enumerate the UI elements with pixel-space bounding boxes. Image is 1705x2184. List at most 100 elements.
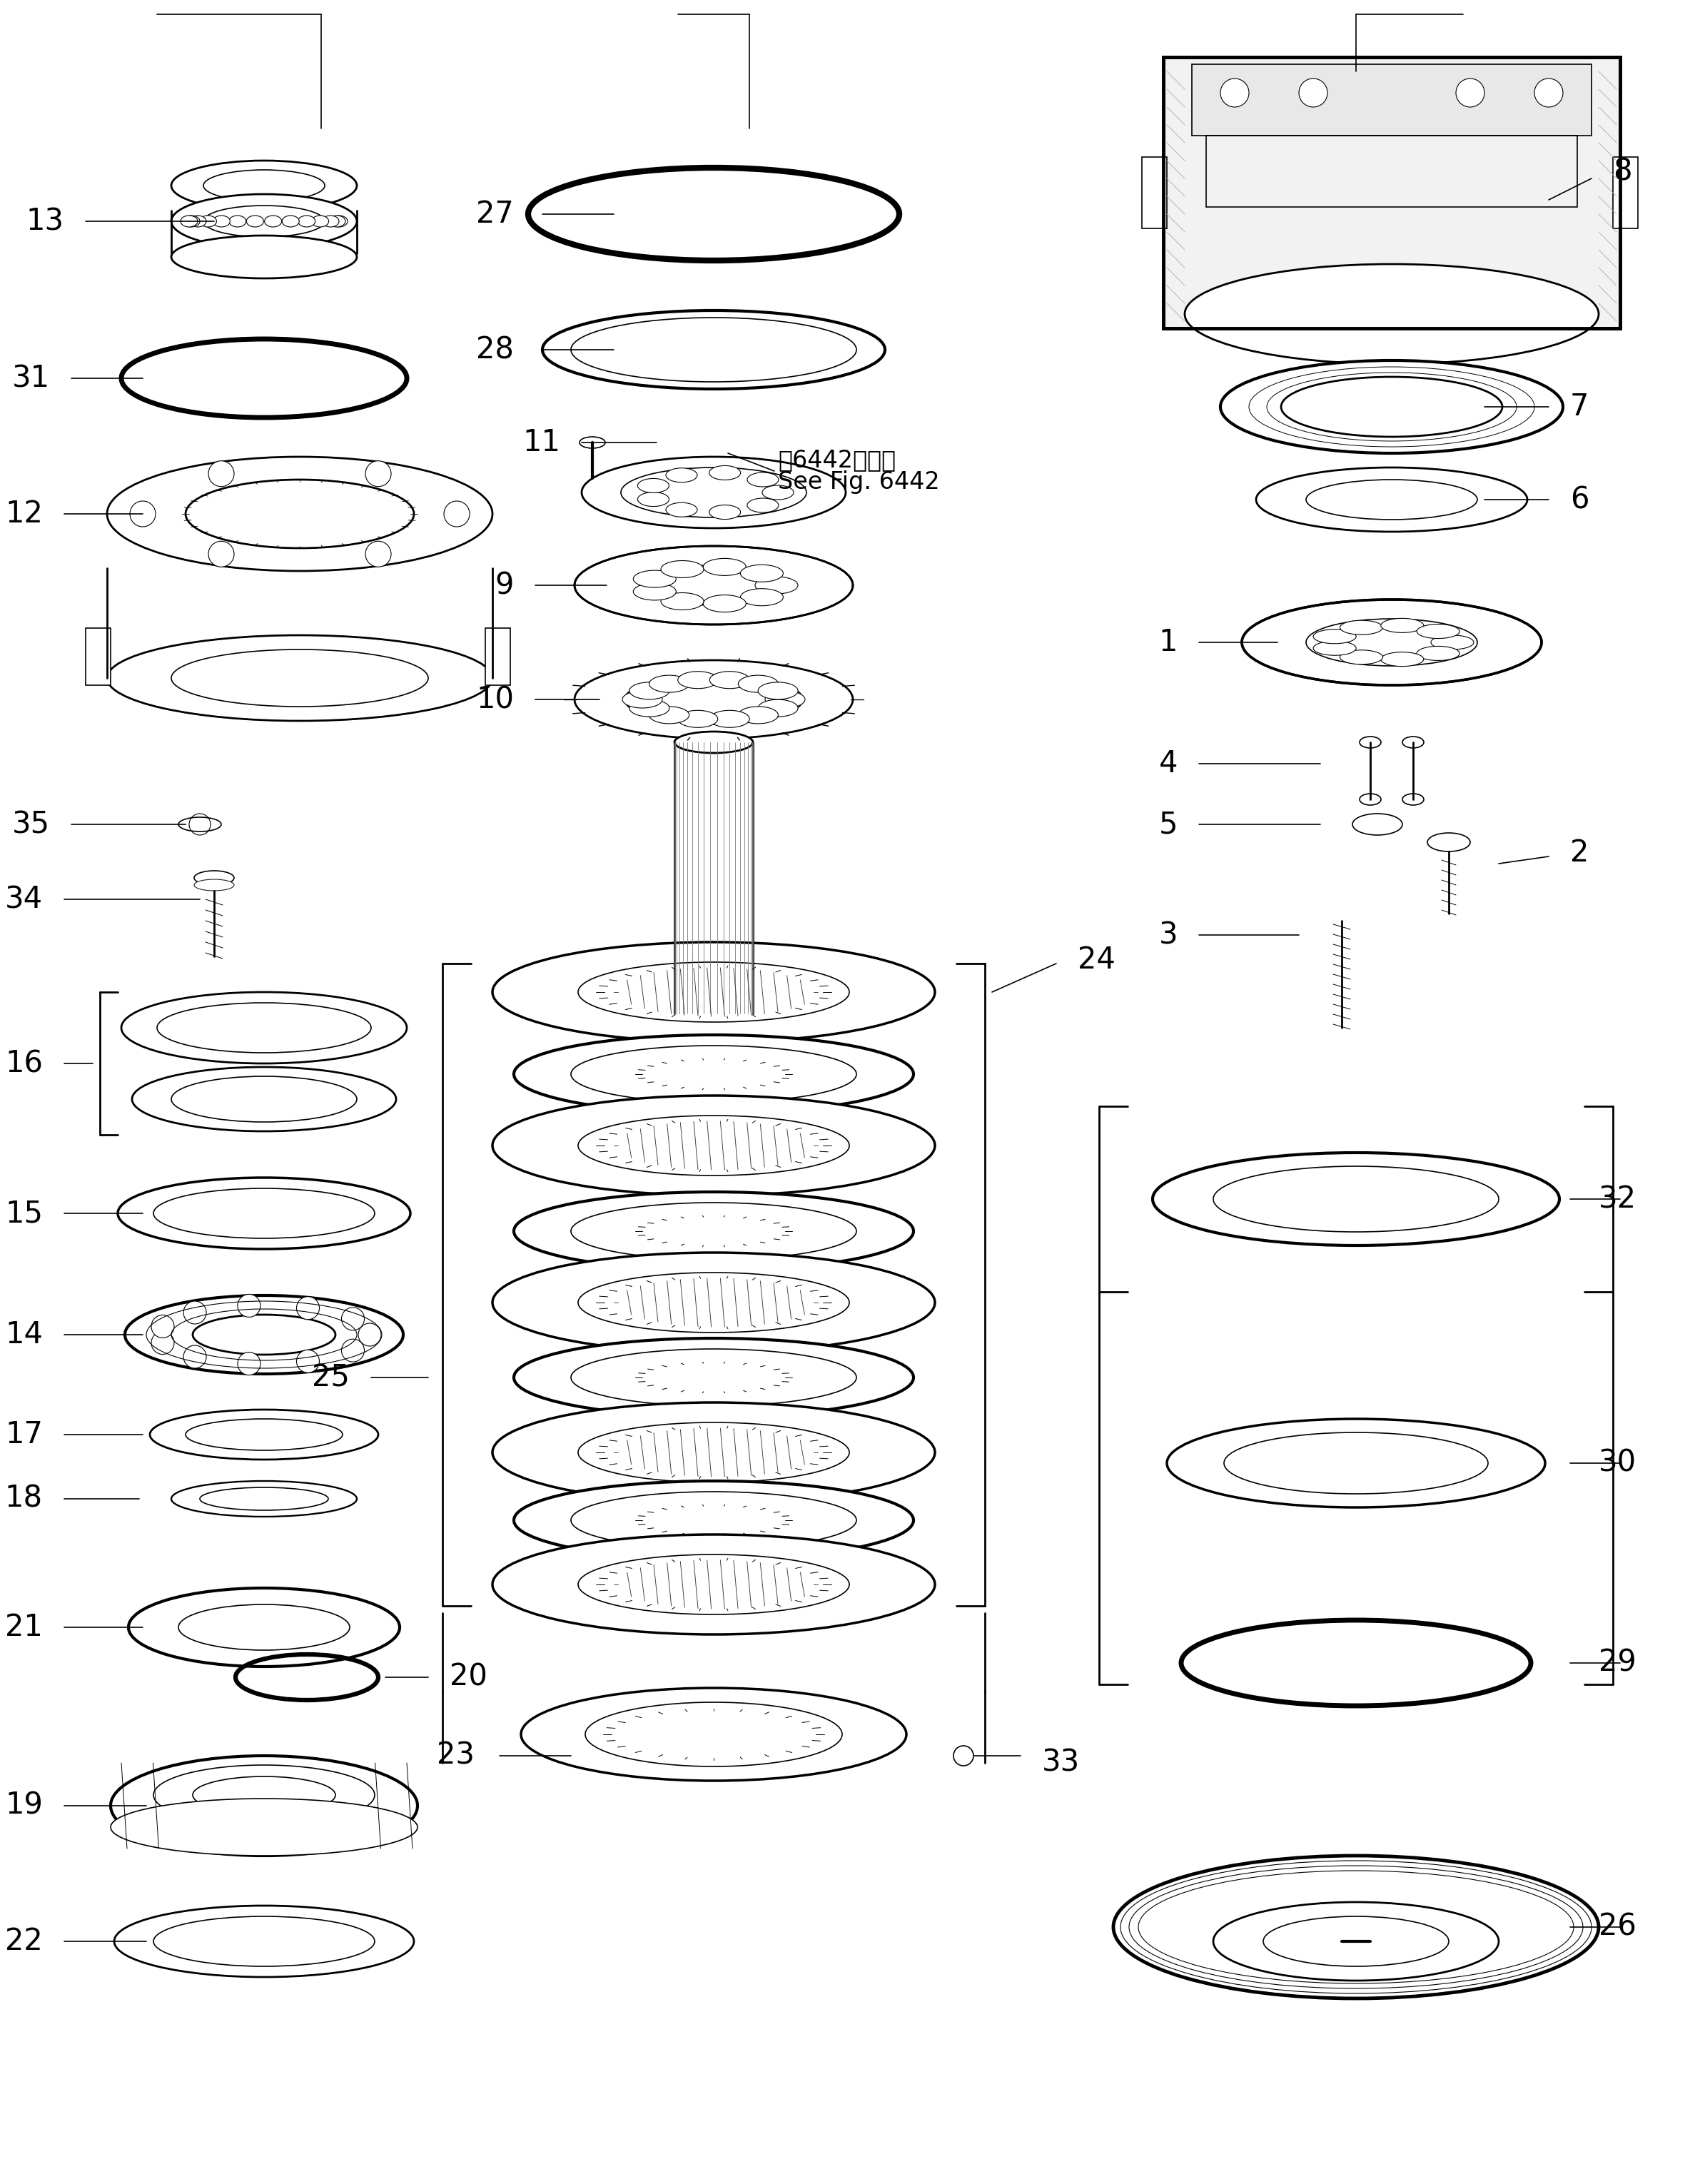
Ellipse shape [1313,642,1355,655]
Text: 4: 4 [1159,749,1178,780]
Ellipse shape [1340,620,1383,636]
Ellipse shape [493,1254,934,1352]
Ellipse shape [1417,646,1459,660]
Ellipse shape [297,1297,319,1319]
Ellipse shape [1359,793,1381,806]
Ellipse shape [1257,467,1528,531]
Ellipse shape [759,681,798,699]
Text: 35: 35 [12,810,49,839]
Ellipse shape [702,559,747,577]
Bar [1192,63,1591,135]
Ellipse shape [581,456,846,529]
Ellipse shape [1214,1902,1499,1981]
Ellipse shape [208,461,234,487]
Ellipse shape [1221,360,1563,454]
Ellipse shape [1340,651,1383,664]
Ellipse shape [130,500,155,526]
Ellipse shape [522,1688,907,1780]
Ellipse shape [1263,1915,1449,1966]
Ellipse shape [114,1907,414,1977]
Ellipse shape [182,216,199,227]
Ellipse shape [1427,832,1470,852]
Ellipse shape [575,546,853,625]
Ellipse shape [542,310,885,389]
Ellipse shape [341,1308,365,1330]
Text: 5: 5 [1159,810,1178,839]
Ellipse shape [1417,625,1459,638]
Ellipse shape [679,670,718,688]
Ellipse shape [194,871,234,885]
Ellipse shape [629,699,670,716]
Ellipse shape [1352,815,1403,834]
Ellipse shape [341,1339,365,1363]
Ellipse shape [624,675,803,725]
Text: 19: 19 [5,1791,43,1821]
Text: 25: 25 [312,1363,350,1393]
Ellipse shape [1313,629,1355,644]
Ellipse shape [131,1068,396,1131]
Ellipse shape [638,491,668,507]
Ellipse shape [766,690,805,708]
Ellipse shape [629,681,670,699]
Ellipse shape [213,216,230,227]
Text: 1: 1 [1159,627,1178,657]
Ellipse shape [662,561,704,579]
Text: 23: 23 [436,1741,474,1771]
Ellipse shape [513,1339,914,1417]
Ellipse shape [237,1352,261,1376]
Ellipse shape [709,465,740,480]
Text: 34: 34 [5,885,43,915]
Text: 13: 13 [26,205,65,236]
Ellipse shape [150,1409,379,1459]
Ellipse shape [264,216,281,227]
Text: 2: 2 [1570,839,1589,867]
Ellipse shape [186,480,414,548]
Ellipse shape [755,577,798,594]
Text: 18: 18 [5,1483,43,1514]
Ellipse shape [1166,1420,1545,1507]
Ellipse shape [297,1350,319,1374]
Ellipse shape [1534,79,1563,107]
Ellipse shape [237,1295,261,1317]
Ellipse shape [365,461,390,487]
Ellipse shape [709,710,750,727]
Text: 32: 32 [1599,1184,1637,1214]
Ellipse shape [181,216,198,227]
Ellipse shape [443,500,469,526]
Ellipse shape [740,566,783,581]
Ellipse shape [193,1315,336,1354]
Text: 28: 28 [476,334,513,365]
Text: 15: 15 [5,1199,43,1227]
Ellipse shape [633,570,677,587]
Text: 20: 20 [450,1662,488,1693]
Ellipse shape [1113,1856,1599,1998]
Ellipse shape [747,472,779,487]
Ellipse shape [281,216,298,227]
Ellipse shape [1456,79,1485,107]
Text: 10: 10 [476,684,513,714]
Ellipse shape [228,216,246,227]
Ellipse shape [203,170,324,201]
Bar [1163,57,1620,328]
Ellipse shape [331,216,348,227]
Text: 31: 31 [12,363,49,393]
Text: 6: 6 [1570,485,1589,515]
Ellipse shape [1430,636,1473,649]
Ellipse shape [747,498,779,513]
Ellipse shape [193,1776,336,1813]
Ellipse shape [633,583,677,601]
Text: 7: 7 [1570,391,1589,422]
Ellipse shape [638,478,668,494]
Text: 9: 9 [494,570,513,601]
Text: 8: 8 [1613,157,1632,186]
Ellipse shape [702,594,747,612]
Text: 3: 3 [1159,919,1178,950]
Ellipse shape [171,194,356,249]
Bar [1613,157,1639,229]
Text: 29: 29 [1599,1649,1637,1677]
Ellipse shape [1403,736,1424,747]
Text: 16: 16 [5,1048,43,1079]
Bar [1163,57,1620,328]
Ellipse shape [679,710,718,727]
Ellipse shape [184,1302,206,1324]
